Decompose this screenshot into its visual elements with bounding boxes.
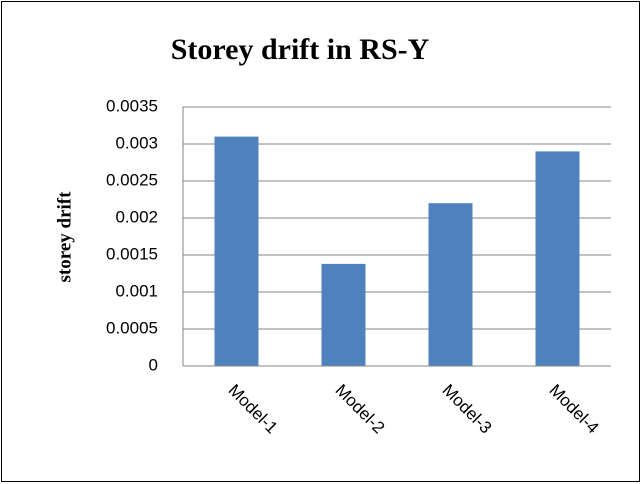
bar	[535, 151, 580, 366]
y-tick-label: 0.001	[115, 281, 158, 300]
y-tick-label: 0.0025	[106, 170, 158, 189]
y-tick-label: 0.0035	[106, 96, 158, 115]
bar	[321, 263, 366, 366]
y-tick-label: 0	[149, 355, 158, 374]
y-axis-label: storey drift	[54, 191, 75, 283]
y-tick-label: 0.002	[115, 207, 158, 226]
y-tick-label: 0.0005	[106, 318, 158, 337]
chart-title: Storey drift in RS-Y	[171, 33, 430, 66]
bar	[214, 136, 259, 366]
y-tick-label: 0.0015	[106, 244, 158, 263]
bar	[428, 203, 473, 366]
y-tick-label: 0.003	[115, 133, 158, 152]
